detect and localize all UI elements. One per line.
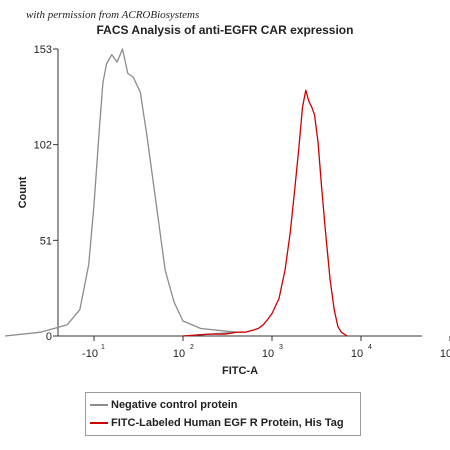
legend-label-negative: Negative control protein xyxy=(111,399,238,411)
x-tick-exponent: 1 xyxy=(101,344,105,351)
x-tick-exponent: 3 xyxy=(279,344,283,351)
y-tick-label: 153 xyxy=(34,44,52,56)
watermark-text: with permission from ACROBiosystems xyxy=(26,9,200,21)
series-line-fitc-egfr xyxy=(182,89,348,337)
chart-title: FACS Analysis of anti-EGFR CAR expressio… xyxy=(96,23,354,37)
legend-swatch-positive xyxy=(90,422,108,424)
x-tick-base: 10 xyxy=(173,348,185,360)
legend-label-positive: FITC-Labeled Human EGF R Protein, His Ta… xyxy=(111,417,344,429)
x-axis-label: FITC-A xyxy=(222,365,258,377)
series-line-negative-control xyxy=(4,48,238,337)
x-tick-exponent: 2 xyxy=(190,344,194,351)
x-tick-exponent: 4 xyxy=(368,344,372,351)
y-tick-label: 51 xyxy=(40,235,52,247)
legend-swatch-negative xyxy=(90,404,108,406)
x-tick-base: 10 xyxy=(351,348,363,360)
x-tick-base: 10 xyxy=(262,348,274,360)
legend-item-positive: FITC-Labeled Human EGF R Protein, His Ta… xyxy=(90,415,344,431)
x-tick-base: 10 xyxy=(440,348,450,360)
y-tick-label: 0 xyxy=(46,331,52,343)
legend: Negative control protein FITC-Labeled Hu… xyxy=(85,392,361,436)
x-tick-base: -10 xyxy=(82,348,98,360)
y-tick-label: 102 xyxy=(34,140,52,152)
y-axis-label: Count xyxy=(17,176,29,208)
legend-item-negative: Negative control protein xyxy=(90,397,238,413)
